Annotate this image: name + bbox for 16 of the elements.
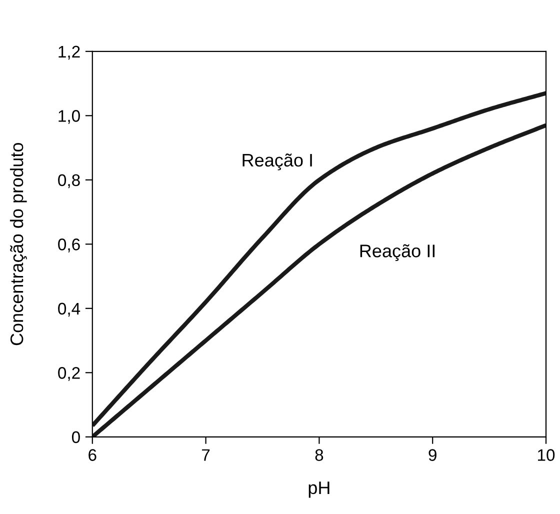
y-axis-title: Concentração do produto: [10, 143, 27, 346]
series-label: Reação I: [242, 153, 312, 170]
x-axis-title: pH: [308, 482, 330, 498]
x-tick-label: 7: [202, 449, 210, 461]
x-tick-label: 6: [88, 449, 96, 461]
series-label: Reação II: [360, 244, 435, 261]
y-tick-label: 0,2: [58, 367, 80, 381]
y-tick-label: 0: [72, 431, 80, 444]
x-tick-label: 8: [315, 449, 324, 461]
x-tick-label: 10: [538, 449, 555, 461]
y-tick-label: 0,4: [58, 302, 80, 317]
y-tick-label: 1,0: [58, 110, 80, 124]
y-tick-label: 0,8: [58, 174, 80, 188]
y-tick-label: 1,2: [58, 46, 80, 60]
y-tick-label: 0,6: [58, 238, 80, 252]
x-tick-label: 9: [428, 449, 436, 461]
